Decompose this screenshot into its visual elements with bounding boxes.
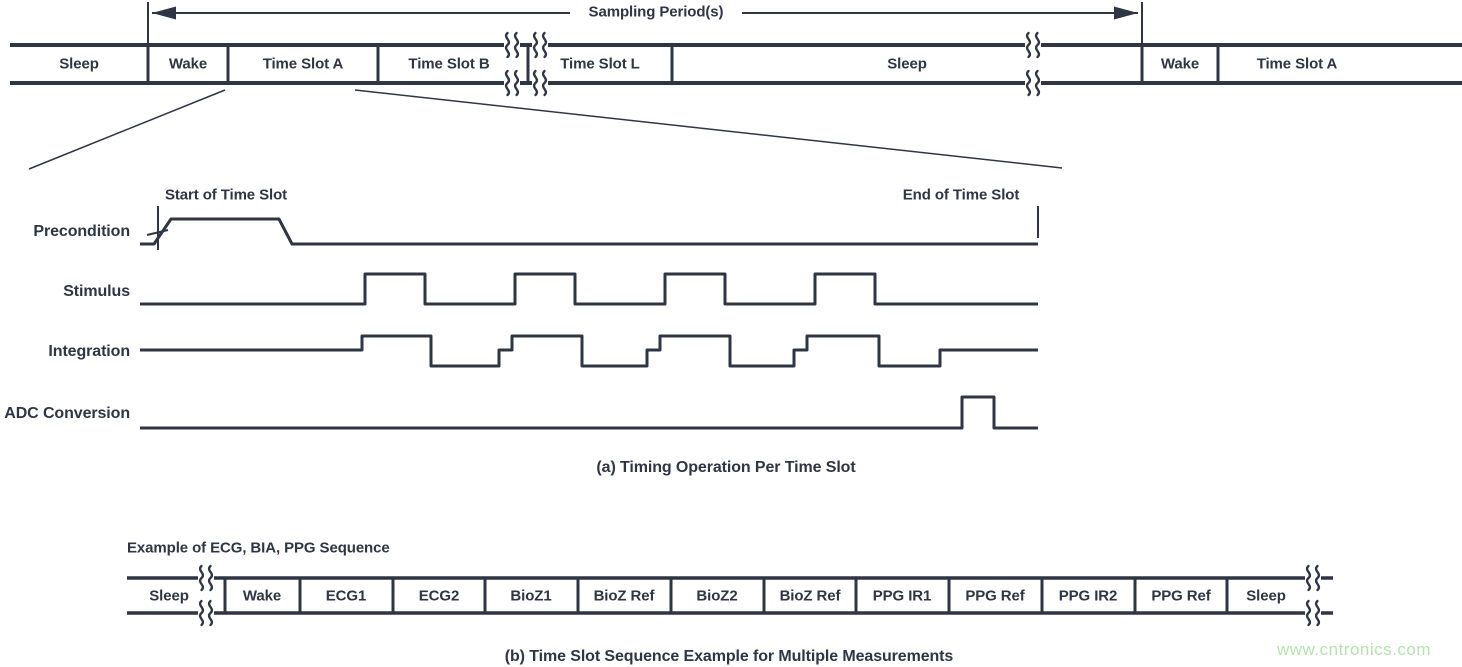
arrowhead-right-icon [1114,6,1138,20]
signal-label-integration: Integration [48,343,130,360]
seq-cell-sleep-2: Sleep [1246,587,1286,605]
sampling-period-arrow [147,2,1143,44]
seq-cell-ecg1: ECG1 [325,587,367,605]
signal-label-precondition: Precondition [33,223,130,240]
seq-cell-ppg-ir1: PPG IR1 [872,587,932,605]
signal-label-stimulus: Stimulus [63,283,130,300]
top-cell-sleep-1: Sleep [59,55,99,73]
signal-label-adc-conversion: ADC Conversion [4,405,130,422]
top-cell-wake-1: Wake [168,55,208,73]
precondition-waveform [140,217,1038,246]
sampling-period-label: Sampling Period(s) [588,3,724,21]
seq-cell-bioz-ref-1: BioZ Ref [593,587,655,605]
top-bar-cell-boundaries [146,43,1220,85]
seq-cell-ecg2: ECG2 [418,587,460,605]
seq-cell-wake: Wake [242,587,282,605]
start-of-time-slot-label: Start of Time Slot [164,186,288,204]
top-cell-time-slot-a-1: Time Slot A [262,55,344,73]
top-cell-time-slot-a-2: Time Slot A [1256,55,1338,73]
top-cell-wake-2: Wake [1160,55,1200,73]
sampling-period-ticks [147,2,1143,44]
top-cell-time-slot-b: Time Slot B [408,55,490,73]
waveforms [140,206,1039,430]
seq-cell-ppg-ref-2: PPG Ref [1151,587,1211,605]
seq-cell-ppg-ref-1: PPG Ref [965,587,1025,605]
seq-cell-ppg-ir2: PPG IR2 [1058,587,1118,605]
top-timeline-bar [10,31,1462,97]
seq-cell-bioz1: BioZ1 [510,587,552,605]
arrowhead-left-icon [152,6,176,20]
caption-b: (b) Time Slot Sequence Example for Multi… [504,648,954,665]
integration-waveform [140,334,1038,368]
start-of-time-slot-tick [146,206,169,250]
seq-cell-bioz-ref-2: BioZ Ref [779,587,841,605]
end-of-time-slot-label: End of Time Slot [902,186,1020,204]
seq-cell-bioz2: BioZ2 [696,587,738,605]
seq-cell-sleep-1: Sleep [149,587,189,605]
caption-a: (a) Timing Operation Per Time Slot [596,459,856,476]
sequence-example-title: Example of ECG, BIA, PPG Sequence [127,539,390,557]
top-cell-time-slot-l: Time Slot L [560,55,640,73]
callout-diagonal-lines [28,89,1063,170]
top-cell-sleep-2: Sleep [887,55,927,73]
stimulus-waveform [140,272,1038,306]
sequence-bar [127,564,1333,627]
adc-conversion-waveform [140,395,1038,430]
watermark-text: www.cntronics.com [1277,640,1431,659]
sequence-bar-cell-boundaries [223,578,1229,613]
